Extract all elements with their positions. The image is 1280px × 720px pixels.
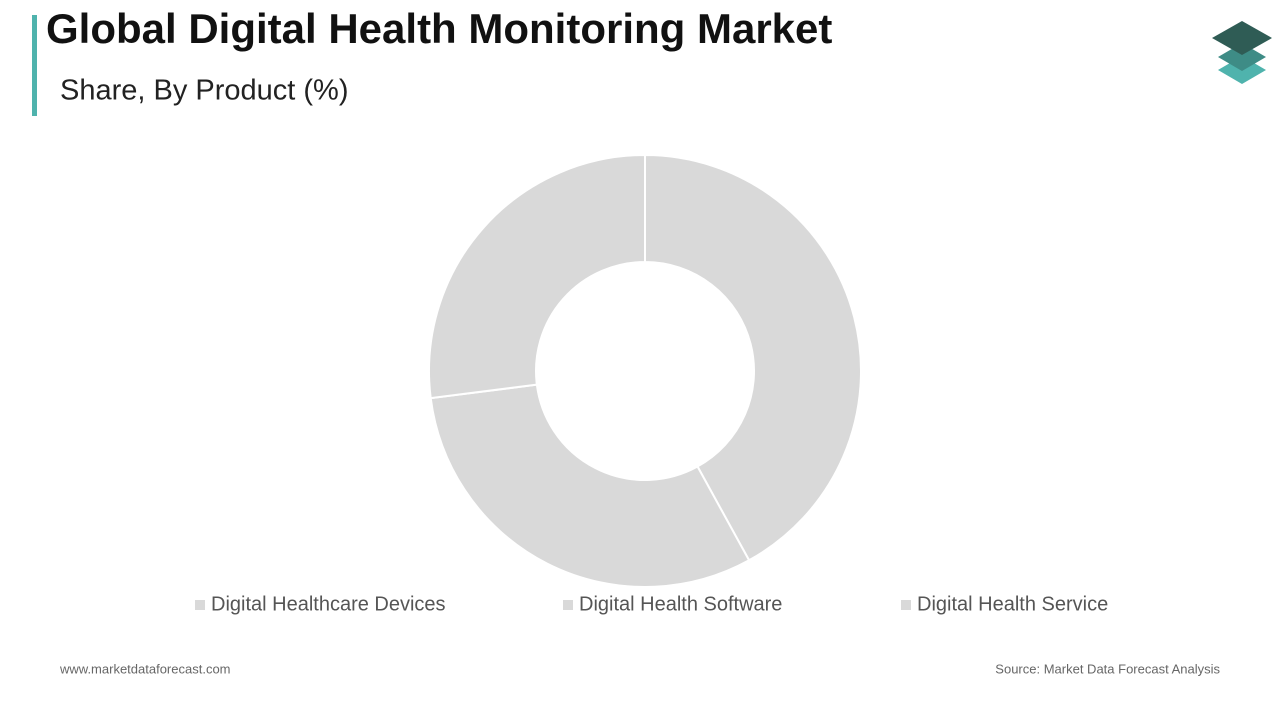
legend-label: Digital Healthcare Devices [211, 593, 446, 615]
legend-label: Digital Health Service [917, 593, 1108, 615]
source: Source: Market Data Forecast Analysis [995, 661, 1220, 676]
legend-label: Digital Health Software [579, 593, 782, 615]
chart-title: Global Digital Health Monitoring Market [46, 5, 832, 52]
title-accent [32, 15, 37, 116]
chart-subtitle: Share, By Product (%) [60, 75, 349, 107]
legend-marker [563, 600, 573, 610]
legend-marker [195, 600, 205, 610]
donut-segment [428, 153, 646, 400]
legend-marker [901, 600, 911, 610]
donut-segment [644, 153, 862, 562]
website: www.marketdataforecast.com [59, 661, 231, 676]
logo [1212, 21, 1272, 84]
donut-segment [429, 383, 751, 588]
